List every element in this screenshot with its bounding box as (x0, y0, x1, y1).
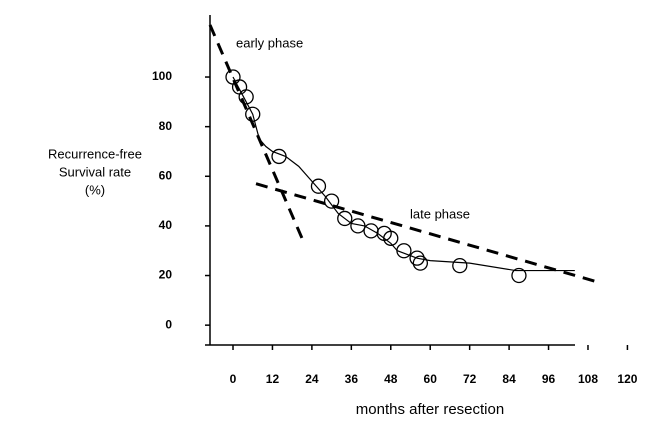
y-axis-label: (%) (85, 182, 105, 197)
y-axis-label: Survival rate (59, 164, 131, 179)
phase-line (255, 182, 602, 285)
x-tick-label: 0 (230, 372, 237, 386)
censored-marker (337, 210, 353, 227)
censored-marker (310, 178, 327, 194)
annotation: early phase (236, 35, 303, 50)
x-tick-label: 60 (424, 372, 438, 386)
x-tick-label: 36 (345, 372, 359, 386)
x-tick-label: 24 (305, 372, 319, 386)
censored-marker (452, 257, 468, 274)
annotation: late phase (410, 206, 470, 221)
y-tick-label: 0 (165, 317, 172, 331)
x-axis-label: months after resection (356, 401, 504, 418)
x-tick-label: 72 (463, 372, 477, 386)
censored-marker (323, 193, 340, 209)
censored-marker (511, 267, 527, 284)
phase-line (208, 24, 304, 239)
x-tick-label: 96 (542, 372, 556, 386)
x-tick-label: 12 (266, 372, 280, 386)
x-tick-label: 120 (617, 372, 637, 386)
censored-marker (271, 148, 287, 165)
y-tick-label: 100 (152, 69, 172, 83)
x-tick-label: 84 (502, 372, 516, 386)
censored-marker (412, 255, 429, 271)
y-tick-label: 20 (159, 268, 173, 282)
y-tick-label: 80 (159, 119, 173, 133)
censored-marker (383, 230, 399, 246)
y-axis-label: Recurrence-free (48, 146, 142, 161)
censored-marker (245, 106, 261, 122)
censored-marker (238, 89, 254, 105)
censored-marker (396, 243, 412, 259)
survival-curve (232, 76, 575, 272)
y-tick-label: 60 (159, 168, 173, 182)
censored-marker (350, 218, 366, 234)
x-tick-label: 48 (384, 372, 398, 386)
y-tick-label: 40 (159, 218, 173, 232)
censored-marker (409, 250, 425, 266)
x-tick-label: 108 (578, 372, 598, 386)
censored-marker (231, 79, 248, 95)
censored-marker (363, 223, 379, 239)
